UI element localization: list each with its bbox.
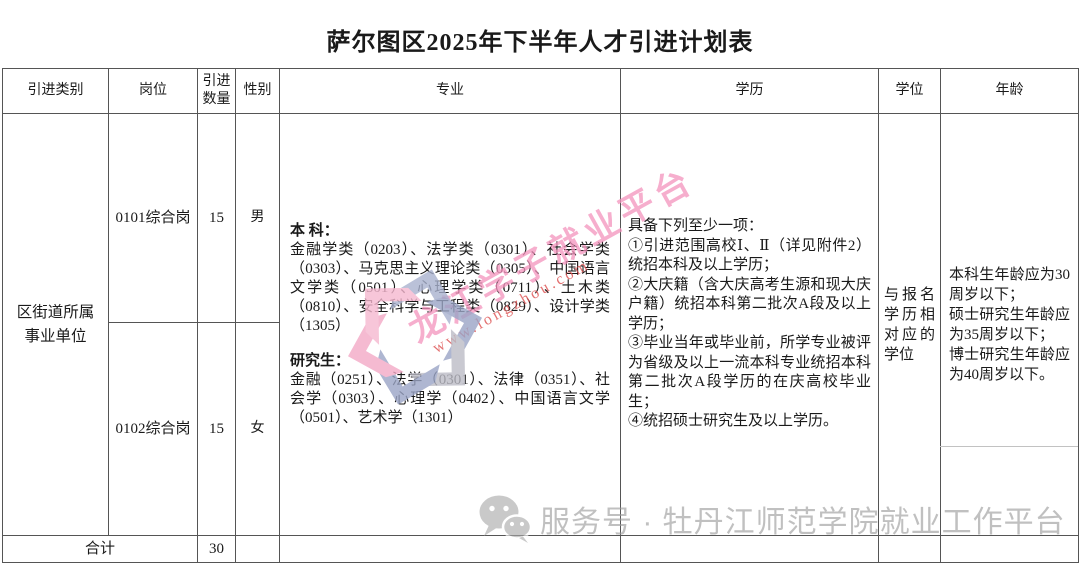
category-cell: 区街道所属事业单位 (3, 114, 109, 536)
major-graduate-text: 金融（0251）、法学（0301）、法律（0351）、社会学（0303）、心理学… (290, 371, 610, 426)
category-text: 区街道所属事业单位 (16, 303, 95, 345)
empty-cell (280, 536, 621, 563)
empty-cell (621, 536, 879, 563)
major-undergrad-text: 金融学类（0203）、法学类（0301）、社会学类（0303）、马克思主义理论类… (290, 241, 610, 334)
degree-text: 与报名学历相对应的学位 (884, 286, 935, 363)
total-count-cell: 30 (198, 536, 236, 563)
post-cell-0101: 0101综合岗 (109, 114, 198, 323)
header-cell-gender: 性别 (236, 69, 280, 114)
total-label-cell: 合计 (3, 536, 198, 563)
gender-cell-0102: 女 (236, 323, 280, 536)
header-cell-category: 引进类别 (3, 69, 109, 114)
count-cell-0101: 15 (198, 114, 236, 323)
page-title: 萨尔图区2025年下半年人才引进计划表 (326, 30, 754, 56)
empty-cell (236, 536, 280, 563)
header-cell-education: 学历 (621, 69, 879, 114)
major-graduate-block: 研究生： 金融（0251）、法学（0301）、法律（0351）、社会学（0303… (290, 352, 610, 428)
count-cell-0102: 15 (198, 323, 236, 536)
empty-cell (879, 536, 941, 563)
major-graduate-label: 研究生： (290, 352, 351, 369)
education-cell: 具备下列至少一项： ①引进范围高校Ⅰ、Ⅱ（详见附件2）统招本科及以上学历； ②大庆籍… (621, 114, 879, 536)
empty-cell (941, 536, 1079, 563)
recruitment-table: 引进类别 岗位 引进数量 性别 专业 学历 学位 年龄 区街道所属事业单位 01… (2, 68, 1079, 563)
major-undergrad-label: 本 科： (290, 222, 339, 239)
header-cell-degree: 学位 (879, 69, 941, 114)
age-cell: 本科生年龄应为30周岁以下； 硕士研究生年龄应为35周岁以下； 博士研究生年龄应为4… (941, 114, 1079, 536)
gender-cell-0101: 男 (236, 114, 280, 323)
header-cell-post: 岗位 (109, 69, 198, 114)
degree-cell: 与报名学历相对应的学位 (879, 114, 941, 536)
header-cell-count: 引进数量 (198, 69, 236, 114)
header-cell-age: 年龄 (941, 69, 1079, 114)
major-cell: 本 科： 金融学类（0203）、法学类（0301）、社会学类（0303）、马克思… (280, 114, 621, 536)
header-cell-major: 专业 (280, 69, 621, 114)
major-undergrad-block: 本 科： 金融学类（0203）、法学类（0301）、社会学类（0303）、马克思… (290, 222, 610, 336)
post-cell-0102: 0102综合岗 (109, 323, 198, 536)
